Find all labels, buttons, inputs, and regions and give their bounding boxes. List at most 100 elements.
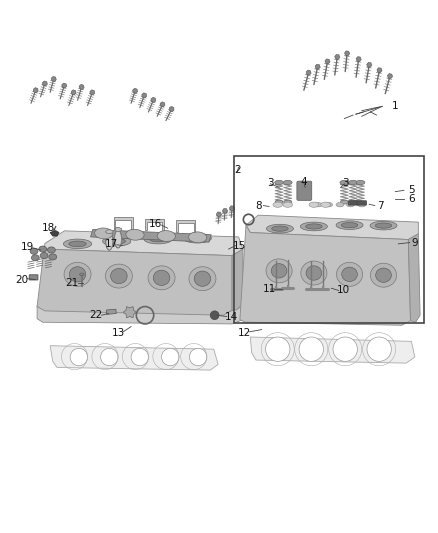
Text: 5: 5 (408, 185, 415, 195)
Ellipse shape (115, 228, 121, 231)
Polygon shape (240, 225, 410, 325)
Polygon shape (123, 306, 136, 318)
Bar (106, 309, 116, 314)
Ellipse shape (275, 180, 283, 184)
Ellipse shape (115, 230, 121, 248)
Ellipse shape (283, 180, 292, 184)
Text: 4: 4 (300, 176, 307, 187)
Ellipse shape (126, 229, 144, 240)
Ellipse shape (188, 232, 207, 243)
Ellipse shape (358, 203, 366, 207)
Ellipse shape (69, 241, 86, 247)
Circle shape (210, 311, 219, 320)
Polygon shape (50, 346, 218, 370)
Ellipse shape (39, 246, 47, 252)
Text: 2: 2 (234, 165, 240, 175)
Polygon shape (151, 98, 156, 102)
Polygon shape (42, 81, 47, 86)
Ellipse shape (102, 237, 131, 246)
Ellipse shape (273, 202, 283, 207)
Ellipse shape (300, 222, 327, 231)
Polygon shape (306, 70, 311, 75)
Ellipse shape (376, 268, 391, 282)
Circle shape (101, 349, 118, 366)
Text: 20: 20 (16, 274, 29, 285)
Ellipse shape (340, 180, 349, 184)
Text: 19: 19 (21, 242, 34, 252)
Ellipse shape (275, 200, 283, 204)
Ellipse shape (148, 266, 175, 290)
Polygon shape (223, 208, 228, 213)
Ellipse shape (188, 236, 206, 241)
Polygon shape (325, 59, 330, 64)
Polygon shape (142, 93, 147, 98)
Polygon shape (388, 74, 392, 78)
Ellipse shape (106, 264, 132, 288)
Polygon shape (79, 84, 84, 90)
Ellipse shape (341, 223, 358, 228)
Text: 6: 6 (408, 194, 415, 204)
Text: 7: 7 (377, 200, 383, 211)
Ellipse shape (115, 230, 121, 248)
Ellipse shape (266, 259, 292, 283)
Ellipse shape (342, 267, 357, 281)
Ellipse shape (106, 230, 113, 233)
Ellipse shape (314, 203, 322, 207)
Text: 13: 13 (111, 328, 125, 337)
Polygon shape (408, 234, 420, 322)
Text: 15: 15 (233, 240, 247, 251)
Polygon shape (356, 56, 361, 61)
Polygon shape (246, 215, 418, 239)
Ellipse shape (106, 232, 113, 250)
Ellipse shape (149, 236, 167, 242)
Bar (234, 156, 424, 323)
Text: 21: 21 (65, 278, 78, 288)
Ellipse shape (69, 266, 86, 282)
Ellipse shape (106, 230, 113, 233)
Text: 1: 1 (392, 101, 399, 111)
Polygon shape (37, 305, 243, 324)
Ellipse shape (153, 270, 170, 286)
Ellipse shape (144, 235, 172, 244)
Ellipse shape (309, 202, 319, 207)
Polygon shape (377, 68, 382, 72)
Text: 12: 12 (238, 328, 251, 337)
Circle shape (162, 349, 179, 366)
Ellipse shape (115, 228, 121, 231)
Ellipse shape (183, 233, 212, 243)
Ellipse shape (301, 261, 327, 285)
Polygon shape (90, 90, 95, 95)
Ellipse shape (108, 238, 125, 244)
Circle shape (265, 337, 290, 361)
Ellipse shape (371, 263, 396, 287)
Polygon shape (315, 64, 320, 69)
Circle shape (70, 349, 88, 366)
Circle shape (299, 337, 323, 361)
Ellipse shape (325, 203, 332, 207)
Ellipse shape (356, 180, 365, 184)
Ellipse shape (40, 253, 48, 259)
Circle shape (189, 349, 207, 366)
Text: 3: 3 (267, 177, 274, 188)
Ellipse shape (336, 262, 363, 286)
Ellipse shape (64, 262, 91, 286)
Ellipse shape (272, 226, 288, 231)
Polygon shape (345, 51, 350, 56)
Ellipse shape (47, 247, 55, 253)
Ellipse shape (346, 203, 354, 207)
FancyBboxPatch shape (29, 275, 38, 280)
Polygon shape (33, 87, 38, 93)
Polygon shape (232, 249, 243, 310)
Polygon shape (133, 88, 138, 93)
Ellipse shape (306, 266, 322, 280)
Ellipse shape (370, 221, 397, 230)
Ellipse shape (115, 228, 121, 231)
Text: 10: 10 (336, 286, 350, 295)
Ellipse shape (106, 232, 113, 250)
Ellipse shape (106, 230, 113, 233)
Ellipse shape (349, 200, 357, 204)
Polygon shape (160, 102, 165, 107)
Text: 8: 8 (255, 200, 261, 211)
Polygon shape (367, 62, 372, 67)
Ellipse shape (30, 248, 38, 254)
